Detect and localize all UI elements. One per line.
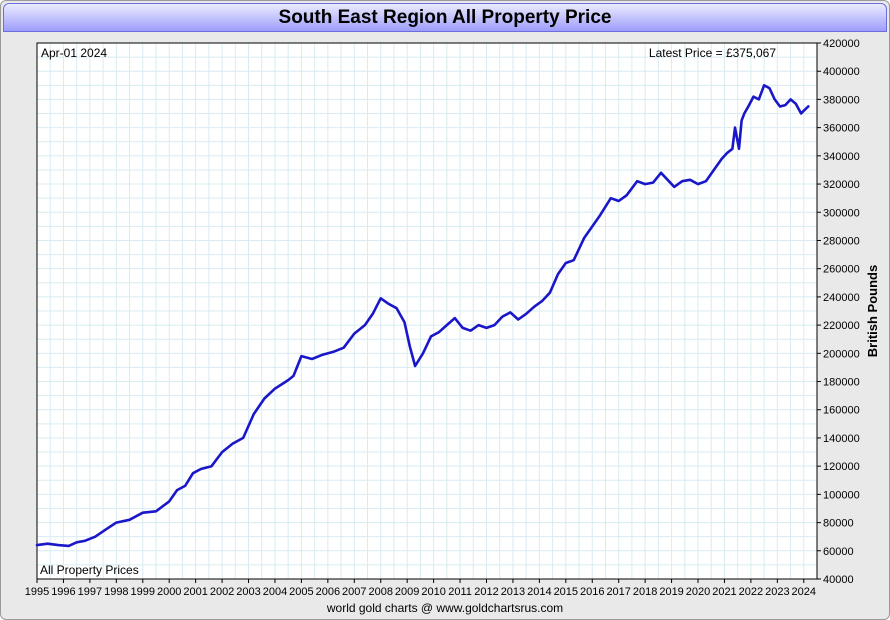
x-tick-label: 2017 (606, 586, 630, 598)
grid (36, 42, 818, 580)
x-tick-label: 2010 (421, 586, 445, 598)
x-tick-label: 2003 (236, 586, 260, 598)
x-tick-label: 2013 (501, 586, 525, 598)
x-tick-label: 2007 (342, 586, 366, 598)
x-axis: 1995 1996 1997 1998 1999 2000 2001 2002 2003 2004… (25, 579, 816, 598)
x-tick-label: 2016 (580, 586, 604, 598)
x-tick-label: 1996 (51, 586, 75, 598)
y-axis: 40000 60000 80000 100000 120000 140000 160000 1… (817, 38, 860, 586)
x-tick-label: 2024 (792, 586, 816, 598)
x-tick-label: 2001 (183, 586, 207, 598)
x-tick-label: 2022 (739, 586, 763, 598)
x-tick-label: 2004 (263, 586, 287, 598)
y-tick-label: 40000 (823, 574, 854, 586)
x-tick-label: 1998 (104, 586, 128, 598)
date-label: Apr-01 2024 (41, 46, 107, 60)
y-tick-label: 100000 (823, 489, 860, 501)
x-tick-label: 2015 (554, 586, 578, 598)
y-tick-label: 200000 (823, 348, 860, 360)
x-tick-label: 2023 (765, 586, 789, 598)
y-tick-label: 160000 (823, 405, 860, 417)
x-tick-label: 2006 (316, 586, 340, 598)
x-tick-label: 1997 (78, 586, 102, 598)
x-tick-label: 2012 (474, 586, 498, 598)
latest-price-label: Latest Price = £375,067 (649, 46, 776, 60)
series-label: All Property Prices (40, 563, 139, 577)
y-tick-label: 120000 (823, 461, 860, 473)
x-tick-label: 2002 (210, 586, 234, 598)
y-tick-label: 400000 (823, 66, 860, 78)
y-tick-label: 140000 (823, 433, 860, 445)
footer-credit: world gold charts @ www.goldchartsrus.co… (326, 601, 564, 615)
y-tick-label: 340000 (823, 151, 860, 163)
y-tick-label: 280000 (823, 235, 860, 247)
y-tick-label: 360000 (823, 123, 860, 135)
x-tick-label: 2000 (157, 586, 181, 598)
chart-title: South East Region All Property Price (278, 7, 612, 28)
x-tick-label: 1999 (131, 586, 155, 598)
x-tick-label: 2014 (527, 586, 551, 598)
x-tick-label: 2019 (659, 586, 683, 598)
y-tick-label: 60000 (823, 546, 854, 558)
y-tick-label: 320000 (823, 179, 860, 191)
x-tick-label: 1995 (25, 586, 49, 598)
y-tick-label: 300000 (823, 207, 860, 219)
y-tick-label: 380000 (823, 94, 860, 106)
series-line (35, 84, 810, 548)
x-tick-label: 2008 (368, 586, 392, 598)
y-tick-label: 260000 (823, 264, 860, 276)
y-tick-label: 220000 (823, 320, 860, 332)
title-bar: South East Region All Property Price (3, 3, 887, 32)
x-tick-label: 2009 (395, 586, 419, 598)
y-tick-label: 240000 (823, 292, 860, 304)
x-tick-label: 2018 (633, 586, 657, 598)
x-tick-label: 2011 (448, 586, 472, 598)
y-tick-label: 80000 (823, 518, 854, 530)
y-axis-label: British Pounds (865, 265, 880, 357)
x-tick-label: 2005 (289, 586, 313, 598)
plot-border (36, 42, 818, 580)
x-tick-label: 2021 (712, 586, 736, 598)
y-tick-label: 420000 (823, 38, 860, 50)
y-tick-label: 180000 (823, 377, 860, 389)
x-tick-label: 2020 (686, 586, 710, 598)
